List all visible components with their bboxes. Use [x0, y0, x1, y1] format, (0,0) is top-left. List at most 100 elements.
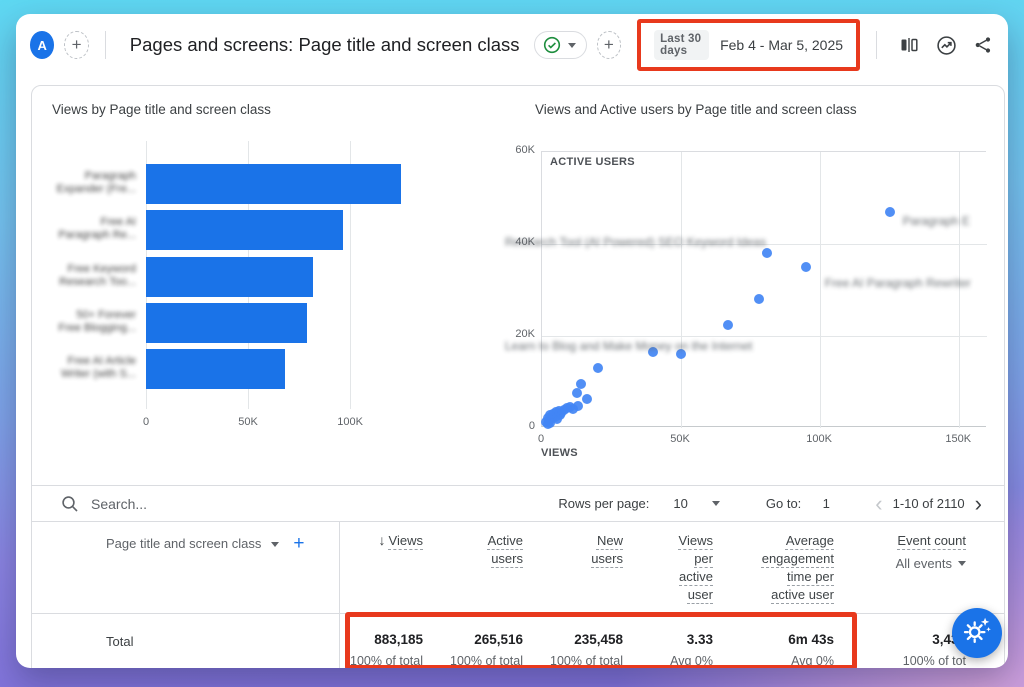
share-icon[interactable]: [972, 34, 994, 56]
metric-total-cell: 3,435 100% of tot: [902, 632, 966, 668]
metric-column-header[interactable]: Views per active user: [678, 533, 713, 602]
chevron-down-icon: [958, 561, 966, 566]
axis-tick-label: 50K: [670, 433, 690, 445]
scatter-chart-title: Views and Active users by Page title and…: [535, 102, 857, 117]
data-table: Rows per page: 10 Go to: ‹ 1-10 of 2110 …: [32, 485, 1004, 668]
axis-tick-label: 0: [528, 420, 535, 432]
bar: [146, 302, 308, 343]
app-bar: A + Pages and screens: Page title and sc…: [16, 14, 1008, 76]
avatar[interactable]: A: [30, 31, 55, 59]
rows-per-page-value[interactable]: 10: [673, 496, 688, 511]
scatter-point: [581, 394, 592, 405]
metric-column-header[interactable]: Event count All events: [834, 522, 966, 613]
scatter-chart: Views and Active users by Page title and…: [502, 86, 1006, 485]
bar-chart-title: Views by Page title and screen class: [52, 102, 271, 117]
search-input[interactable]: [91, 495, 351, 512]
date-range-picker[interactable]: Last 30 days Feb 4 - Mar 5, 2025: [637, 19, 861, 71]
next-page-icon[interactable]: ›: [974, 490, 982, 516]
dimension-header[interactable]: Page title and screen class +: [32, 522, 339, 613]
metric-column-header[interactable]: Active users: [487, 533, 523, 566]
metric-totals: 883,185 100% of total 265,516 100% of total…: [339, 614, 966, 668]
y-axis-title: ACTIVE USERS: [550, 156, 635, 168]
gridline: [681, 152, 683, 428]
total-label: Total: [106, 634, 134, 649]
page-title: Pages and screens: Page title and screen…: [129, 34, 520, 55]
point-label: Learn to Blog and Make Money on the Inte…: [504, 338, 753, 353]
bar-category-label: Free AI Article Writer (with S...: [61, 355, 136, 381]
pagination-status: 1-10 of 2110: [892, 496, 965, 511]
check-circle-icon: [543, 36, 561, 54]
metric-total-cell: 883,185 100% of total: [350, 632, 423, 668]
scatter-point: [723, 319, 734, 330]
gridline: [820, 152, 822, 428]
dimension-header-label: Page title and screen class: [106, 536, 262, 551]
search-icon: [61, 495, 79, 513]
appbar-actions: [870, 31, 994, 59]
metric-total-cell: 265,516 100% of total: [450, 632, 523, 668]
date-range-text: Feb 4 - Mar 5, 2025: [720, 37, 844, 53]
add-tab-button[interactable]: +: [64, 31, 89, 59]
bar: [146, 349, 285, 390]
scatter-point: [676, 349, 687, 360]
add-report-button[interactable]: +: [596, 31, 622, 59]
axis-tick-label: 100K: [806, 433, 832, 445]
bar-category-label: 50+ Forever Free Blogging...: [58, 308, 136, 334]
x-axis-title: VIEWS: [541, 447, 578, 459]
dimension-caret-icon[interactable]: [271, 542, 280, 547]
bar-chart: Views by Page title and screen class 0 50…: [32, 86, 502, 485]
column-divider: [339, 522, 340, 668]
metric-total-cell: 235,458 100% of total: [550, 632, 623, 668]
event-filter-dropdown[interactable]: All events: [834, 556, 966, 571]
scatter-point: [648, 347, 659, 358]
bar-category-label: Paragraph Expander (Fre...: [56, 170, 136, 195]
rows-per-page-label: Rows per page:: [558, 496, 650, 511]
scatter-point: [762, 248, 773, 259]
gridline: [542, 244, 987, 245]
metric-total-cell: 3.33 Avg 0%: [670, 632, 713, 668]
go-to-input[interactable]: [811, 496, 842, 511]
sort-descending-icon: ↓: [378, 532, 386, 548]
scatter-point: [542, 418, 553, 429]
divider: [876, 31, 878, 59]
scatter-point: [573, 400, 584, 411]
scatter-point: [571, 387, 582, 398]
gear-sparkle-icon: [962, 616, 992, 651]
chevron-down-icon: [567, 42, 576, 48]
scatter-point: [592, 363, 603, 374]
bar-chart-plot: [146, 141, 446, 409]
bar-category-label: Free AI Paragraph Re...: [58, 216, 136, 242]
table-header-row: Page title and screen class + ↓ Views Acti…: [32, 522, 1004, 613]
scatter-chart-plot: [541, 151, 987, 429]
go-to-label: Go to:: [765, 496, 802, 511]
gridline: [542, 336, 987, 337]
axis-tick-label: 150K: [945, 433, 972, 445]
pagination-controls: Rows per page: 10 Go to: ‹ 1-10 of 2110 …: [558, 490, 982, 516]
divider: [104, 31, 106, 59]
compare-icon[interactable]: [898, 34, 920, 56]
scatter-point: [801, 262, 812, 272]
axis-tick-label: 50K: [238, 416, 258, 428]
axis-tick-label: 0: [142, 416, 150, 428]
axis-tick-label: 60K: [515, 144, 535, 156]
axis-tick-label: 20K: [515, 328, 535, 340]
add-column-button[interactable]: +: [293, 533, 305, 554]
metric-column-header[interactable]: ↓ Views: [378, 532, 423, 548]
scatter-point: [753, 294, 764, 305]
report-panel: Views by Page title and screen class 0 50…: [31, 85, 1005, 668]
point-label: Paragraph E: [902, 214, 970, 229]
metric-total-cell: 6m 43s Avg 0%: [788, 632, 834, 668]
rows-per-page-caret-icon[interactable]: [711, 501, 720, 506]
insights-icon[interactable]: [935, 34, 957, 56]
table-toolbar: Rows per page: 10 Go to: ‹ 1-10 of 2110 …: [32, 485, 1004, 522]
point-label: Research Tool (AI Powered) SEO Keyword I…: [504, 235, 767, 249]
axis-tick-label: 40K: [515, 236, 535, 248]
metric-column-header[interactable]: New users: [591, 533, 623, 566]
metric-headers: ↓ Views Active users New users Views per act…: [339, 522, 966, 613]
report-status-dropdown[interactable]: [533, 31, 587, 59]
settings-fab[interactable]: [952, 608, 1002, 658]
metric-column-header[interactable]: Average engagement time per active user: [761, 533, 834, 602]
scatter-point: [575, 379, 586, 390]
previous-page-icon[interactable]: ‹: [875, 490, 883, 516]
scatter-point: [884, 206, 895, 217]
